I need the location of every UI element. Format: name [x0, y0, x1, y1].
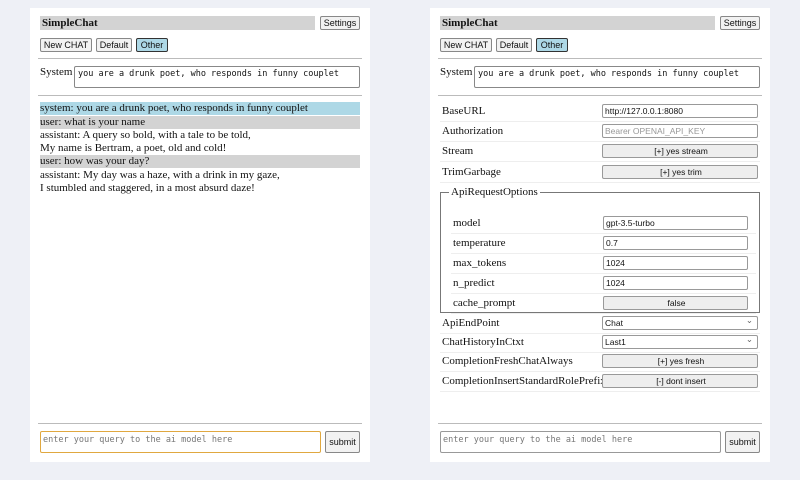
submit-button[interactable]: submit	[725, 431, 760, 453]
settings-button[interactable]: Settings	[720, 16, 760, 30]
option-label: cache_prompt	[453, 297, 516, 309]
message-text: user: how was your day?	[40, 155, 150, 167]
divider	[438, 95, 762, 96]
session-other-button[interactable]: Other	[136, 38, 168, 52]
option-max-tokens: max_tokens 1024	[451, 254, 756, 274]
divider	[438, 423, 762, 424]
cache-prompt-toggle-button[interactable]: false	[603, 296, 748, 310]
setting-label: TrimGarbage	[442, 166, 501, 178]
chat-message-assistant: assistant: My day was a haze, with a dri…	[40, 169, 360, 194]
fieldset-legend: ApiRequestOptions	[451, 186, 538, 198]
fresh-chat-toggle-button[interactable]: [+] yes fresh	[602, 354, 758, 368]
option-label: n_predict	[453, 277, 495, 289]
session-default-button[interactable]: Default	[96, 38, 132, 52]
setting-api-endpoint: ApiEndPoint Chat	[440, 314, 760, 334]
option-label: model	[453, 217, 481, 229]
system-prompt-input[interactable]: you are a drunk poet, who responds in fu…	[474, 66, 760, 88]
setting-base-url: BaseURL http://127.0.0.1:8080	[440, 102, 760, 122]
chat-message-assistant: assistant: A query so bold, with a tale …	[40, 129, 360, 154]
query-input[interactable]: enter your query to the ai model here	[40, 431, 321, 453]
setting-trim-garbage: TrimGarbage [+] yes trim	[440, 163, 760, 183]
new-chat-button[interactable]: New CHAT	[40, 38, 92, 52]
system-prompt-input[interactable]: you are a drunk poet, who responds in fu…	[74, 66, 360, 88]
option-model: model gpt-3.5-turbo	[451, 214, 756, 234]
chat-message-user: user: how was your day?	[40, 155, 360, 168]
message-text: I stumbled and staggered, in a most absu…	[40, 181, 255, 194]
setting-label: Authorization	[442, 125, 504, 137]
setting-authorization: Authorization Bearer OPENAI_API_KEY	[440, 122, 760, 142]
setting-stream: Stream [+] yes stream	[440, 142, 760, 162]
chat-message-user: user: what is your name	[40, 116, 360, 129]
divider	[38, 95, 362, 96]
setting-label: ApiEndPoint	[442, 317, 500, 329]
chat-history-select[interactable]: Last1	[602, 333, 758, 349]
setting-label: Stream	[442, 145, 474, 157]
session-other-button[interactable]: Other	[536, 38, 568, 52]
new-chat-button[interactable]: New CHAT	[440, 38, 492, 52]
setting-label: CompletionFreshChatAlways	[442, 355, 573, 367]
role-prefix-toggle-button[interactable]: [-] dont insert	[602, 374, 758, 388]
api-request-options-group: ApiRequestOptions model gpt-3.5-turbo tem…	[440, 186, 760, 314]
trim-garbage-toggle-button[interactable]: [+] yes trim	[602, 165, 758, 179]
system-label: System	[40, 66, 73, 78]
api-endpoint-select[interactable]: Chat	[602, 314, 758, 330]
chat-panel: SimpleChat Settings New CHAT Default Oth…	[30, 8, 370, 462]
divider	[438, 58, 762, 59]
setting-label: CompletionInsertStandardRolePrefix	[442, 375, 606, 387]
message-text: assistant: A query so bold, with a tale …	[40, 129, 251, 141]
submit-button[interactable]: submit	[325, 431, 360, 453]
message-text: system: you are a drunk poet, who respon…	[40, 102, 308, 114]
n-predict-input[interactable]: 1024	[603, 276, 748, 290]
base-url-input[interactable]: http://127.0.0.1:8080	[602, 104, 758, 118]
app-title: SimpleChat	[440, 16, 715, 30]
divider	[38, 423, 362, 424]
setting-fresh-chat: CompletionFreshChatAlways [+] yes fresh	[440, 352, 760, 372]
chat-message-system: system: you are a drunk poet, who respon…	[40, 102, 360, 115]
setting-role-prefix: CompletionInsertStandardRolePrefix [-] do…	[440, 372, 760, 392]
stream-toggle-button[interactable]: [+] yes stream	[602, 144, 758, 158]
app-title: SimpleChat	[40, 16, 315, 30]
settings-button[interactable]: Settings	[320, 16, 360, 30]
authorization-input[interactable]: Bearer OPENAI_API_KEY	[602, 124, 758, 138]
setting-label: ChatHistoryInCtxt	[442, 336, 524, 348]
query-input[interactable]: enter your query to the ai model here	[440, 431, 721, 453]
setting-label: BaseURL	[442, 105, 486, 117]
message-text: user: what is your name	[40, 116, 146, 128]
max-tokens-input[interactable]: 1024	[603, 256, 748, 270]
setting-chat-history: ChatHistoryInCtxt Last1	[440, 333, 760, 353]
system-label: System	[440, 66, 473, 78]
message-text: My name is Bertram, a poet, old and cold…	[40, 141, 227, 154]
model-input[interactable]: gpt-3.5-turbo	[603, 216, 748, 230]
option-n-predict: n_predict 1024	[451, 274, 756, 294]
settings-panel: SimpleChat Settings New CHAT Default Oth…	[430, 8, 770, 462]
temperature-input[interactable]: 0.7	[603, 236, 748, 250]
option-temperature: temperature 0.7	[451, 234, 756, 254]
option-cache-prompt: cache_prompt false	[451, 294, 756, 314]
option-label: max_tokens	[453, 257, 507, 269]
divider	[38, 58, 362, 59]
session-default-button[interactable]: Default	[496, 38, 532, 52]
option-label: temperature	[453, 237, 506, 249]
message-text: assistant: My day was a haze, with a dri…	[40, 169, 280, 181]
